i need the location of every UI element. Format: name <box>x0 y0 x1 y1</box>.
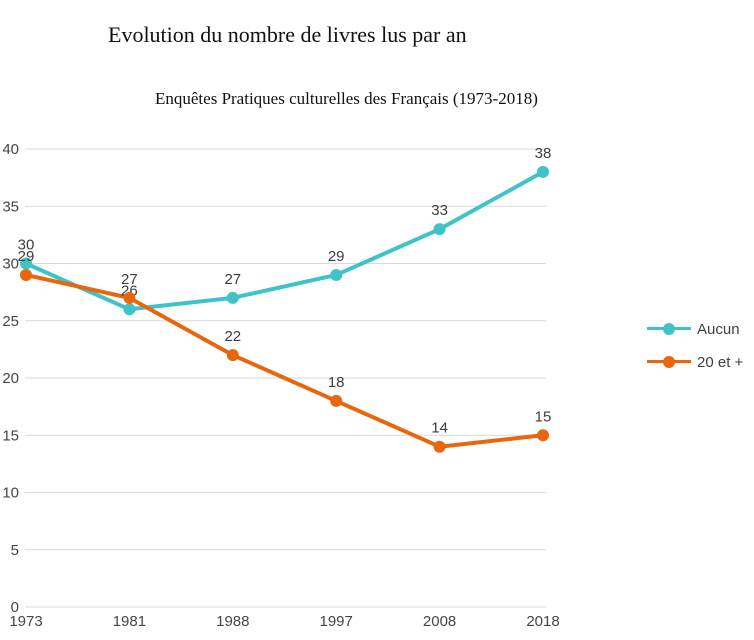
data-point <box>20 257 32 270</box>
data-point <box>20 268 32 281</box>
data-point <box>433 440 446 453</box>
x-tick-label: 1981 <box>113 613 146 630</box>
data-point <box>537 429 549 442</box>
chart-subtitle: Enquêtes Pratiques culturelles des Franç… <box>155 89 538 108</box>
data-point <box>330 268 343 281</box>
legend-dot-icon <box>663 323 675 335</box>
legend-dot-icon <box>663 356 675 368</box>
data-label: 29 <box>18 248 35 265</box>
x-tick-label: 2018 <box>526 613 559 630</box>
data-label: 14 <box>431 420 448 437</box>
y-tick-label: 10 <box>2 485 19 502</box>
data-point <box>123 303 136 316</box>
y-tick-label: 5 <box>11 542 19 559</box>
y-tick-label: 40 <box>2 141 19 158</box>
series-line <box>24 272 545 449</box>
x-tick-label: 2008 <box>423 613 456 630</box>
series-line <box>24 169 545 312</box>
data-point <box>226 349 239 362</box>
legend-item-20etplus: 20 et + <box>647 352 743 372</box>
legend-swatch-aucun <box>647 319 691 339</box>
chart-title: Evolution du nombre de livres lus par an <box>108 22 467 47</box>
x-tick-label: 1988 <box>216 613 249 630</box>
data-point <box>330 394 343 407</box>
data-point <box>226 291 239 304</box>
data-label: 30 <box>18 237 35 254</box>
data-point <box>433 223 446 236</box>
data-label: 15 <box>535 408 552 425</box>
data-label: 18 <box>328 374 345 391</box>
y-tick-label: 15 <box>2 427 19 444</box>
y-tick-label: 20 <box>2 370 19 387</box>
data-label: 33 <box>431 202 448 219</box>
legend-item-aucun: Aucun <box>647 319 743 339</box>
data-label: 29 <box>328 248 345 265</box>
legend: Aucun 20 et + <box>647 319 743 372</box>
data-label: 38 <box>535 145 552 162</box>
data-point <box>537 165 549 178</box>
data-label: 22 <box>224 328 241 345</box>
x-tick-label: 1997 <box>320 613 353 630</box>
y-tick-label: 0 <box>11 599 19 616</box>
data-label: 27 <box>121 271 138 288</box>
legend-label-aucun: Aucun <box>697 320 740 338</box>
data-label: 27 <box>224 271 241 288</box>
legend-swatch-20etplus <box>647 352 691 372</box>
y-tick-label: 35 <box>2 198 19 215</box>
data-point <box>123 291 136 304</box>
x-tick-label: 1973 <box>9 613 42 630</box>
legend-label-20etplus: 20 et + <box>697 353 744 371</box>
y-tick-label: 30 <box>2 256 19 273</box>
y-tick-label: 25 <box>2 313 19 330</box>
